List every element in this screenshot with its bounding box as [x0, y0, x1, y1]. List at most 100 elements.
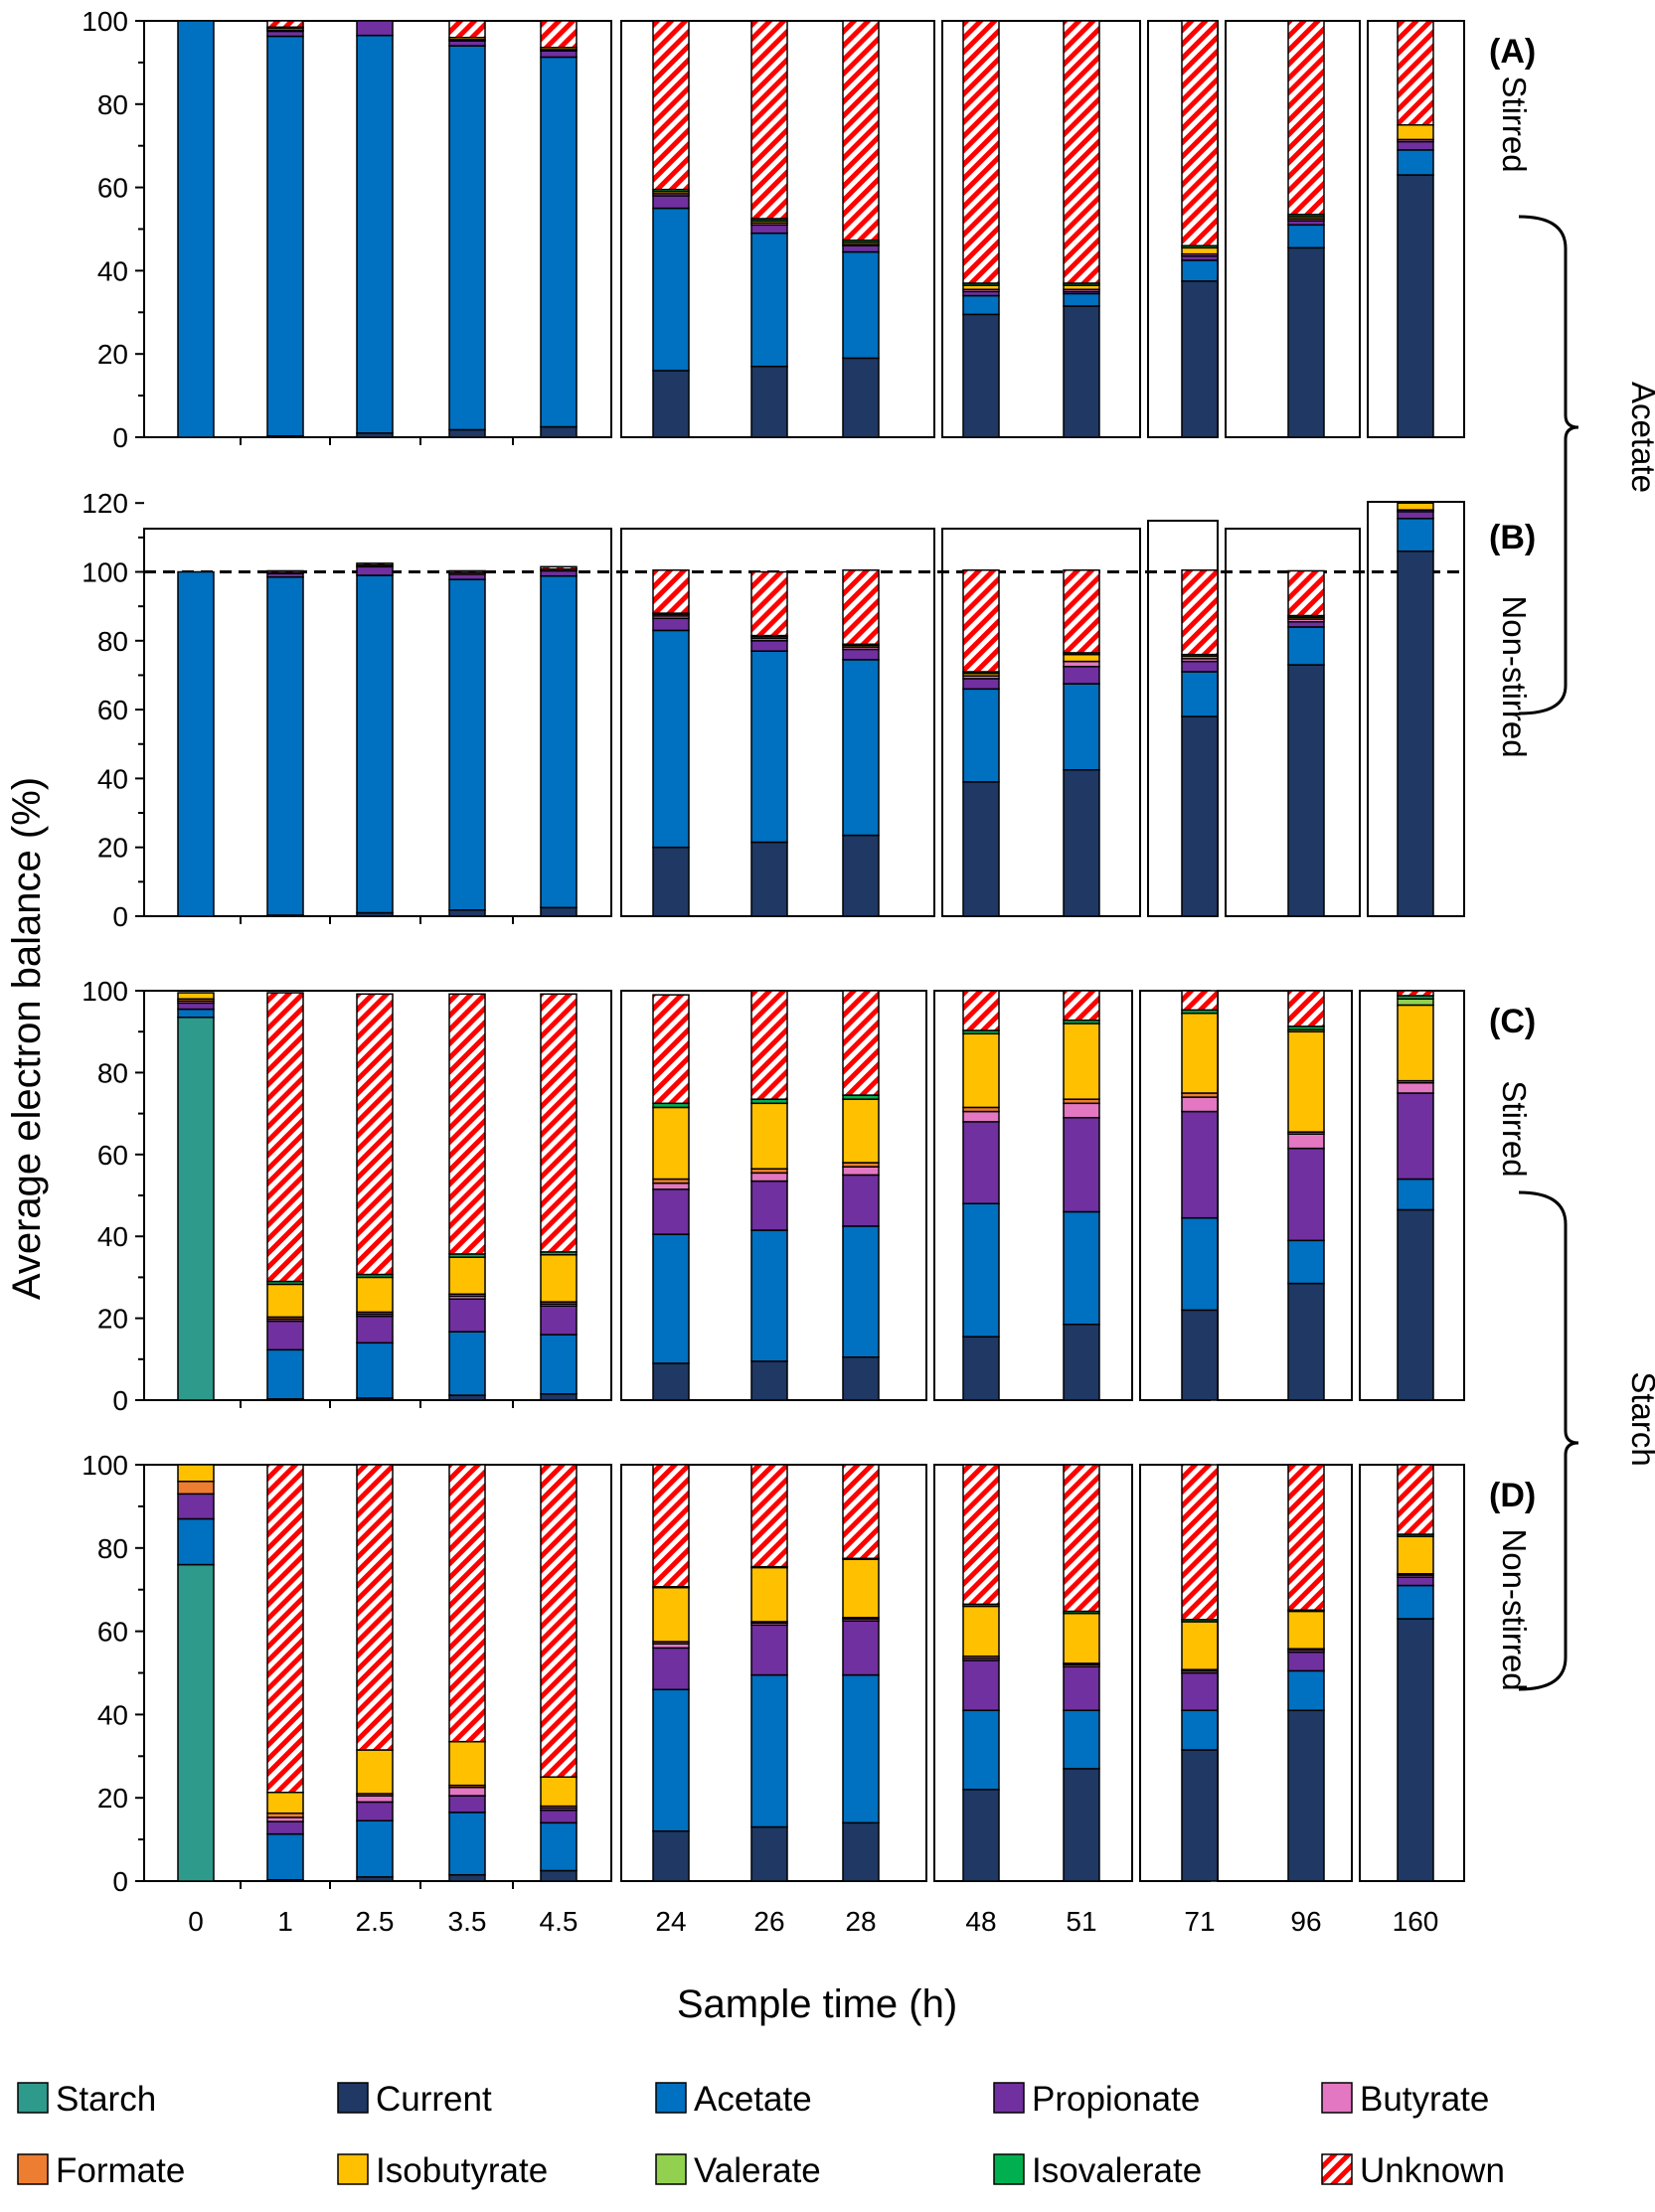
- bar-segment-current: [1287, 664, 1325, 917]
- bar-segment-unknown: [1397, 990, 1434, 997]
- bar-segment-butyrate: [356, 1795, 394, 1804]
- bar-segment-isobutyrate: [448, 1740, 486, 1787]
- bar-segment-isobutyrate: [652, 1586, 690, 1643]
- bar-segment-unknown: [540, 1464, 578, 1778]
- bar-segment-unknown: [652, 1464, 690, 1588]
- bar-segment-current: [540, 1393, 578, 1401]
- bar-segment-current: [842, 834, 880, 917]
- bar-segment-isobutyrate: [962, 1605, 1000, 1658]
- panels: 020406080100(A)Stirred020406080100120(B)…: [82, 6, 1536, 1937]
- bar-segment-propionate: [177, 1493, 215, 1520]
- starch-bracket: [1518, 1190, 1579, 1691]
- bar-segment-propionate: [842, 648, 880, 661]
- bar-segment-butyrate: [962, 1110, 1000, 1123]
- bar-stack-24: [652, 1464, 690, 1882]
- bar-segment-isobutyrate: [177, 1464, 215, 1483]
- bar-segment-current: [1181, 715, 1219, 917]
- legend-swatch: [993, 2082, 1025, 2114]
- bar-stack-26: [750, 990, 788, 1401]
- bar-segment-unknown: [962, 569, 1000, 673]
- x-tick-label: 48: [965, 1906, 996, 1937]
- legend-swatch: [337, 2153, 369, 2185]
- bar-stack-96: [1287, 20, 1325, 438]
- bar-stack-96: [1287, 990, 1325, 1401]
- y-tick-label: 0: [112, 1385, 128, 1416]
- bar-segment-current: [448, 428, 486, 438]
- bar-segment-unknown: [962, 20, 1000, 284]
- bar-segment-isobutyrate: [1063, 1612, 1100, 1664]
- bar-segment-current: [750, 366, 788, 438]
- y-tick-label: 20: [97, 833, 128, 864]
- bar-segment-propionate: [540, 1305, 578, 1336]
- legend-label: Propionate: [1032, 2080, 1200, 2119]
- legend-item-starch: Starch: [17, 2080, 156, 2119]
- y-tick-label: 100: [82, 6, 128, 37]
- bar-segment-unknown: [1063, 569, 1100, 654]
- bar-segment-unknown: [842, 990, 880, 1096]
- bar-stack-24: [652, 20, 690, 438]
- condition-label: Stirred: [1496, 1080, 1533, 1177]
- bar-segment-propionate: [1063, 1116, 1100, 1213]
- bar-segment-acetate: [1181, 671, 1219, 717]
- bar-segment-isobutyrate: [962, 1032, 1000, 1109]
- bar-stack-1: [266, 992, 304, 1401]
- bar-segment-propionate: [356, 565, 394, 576]
- group-label-acetate: Acetate: [1625, 382, 1655, 493]
- group-bracket-acetate: Acetate: [1518, 215, 1655, 715]
- bar-segment-current: [540, 906, 578, 917]
- bar-segment-current: [1063, 1768, 1100, 1882]
- bar-segment-unknown: [448, 569, 486, 573]
- bar-segment-propionate: [750, 1624, 788, 1676]
- legend-label: Formate: [56, 2151, 185, 2190]
- bar-segment-unknown: [1287, 990, 1325, 1027]
- bar-segment-starch: [177, 1017, 215, 1401]
- panel-label: (C): [1489, 1003, 1536, 1040]
- bar-segment-unknown: [1397, 20, 1434, 126]
- bar-segment-propionate: [1287, 1147, 1325, 1242]
- bar-segment-current: [962, 1789, 1000, 1882]
- bar-segment-propionate: [750, 1180, 788, 1231]
- legend-item-valerate: Valerate: [655, 2151, 821, 2190]
- bar-segment-unknown: [1397, 1464, 1434, 1535]
- legend-item-formate: Formate: [17, 2151, 185, 2190]
- legend-item-propionate: Propionate: [993, 2080, 1200, 2119]
- bar-segment-acetate: [1181, 1216, 1219, 1312]
- bar-stack-51: [1063, 20, 1100, 438]
- bar-segment-propionate: [962, 1659, 1000, 1711]
- bar-segment-unknown: [356, 993, 394, 1276]
- y-tick-label: 100: [82, 1450, 128, 1481]
- bar-stack-0: [177, 20, 215, 438]
- bar-segment-acetate: [448, 1812, 486, 1876]
- bar-segment-current: [652, 846, 690, 917]
- bar-segment-current: [540, 425, 578, 438]
- legend-label: Valerate: [694, 2151, 821, 2190]
- bar-segment-propionate: [652, 1647, 690, 1691]
- bar-stack-3-5: [448, 20, 486, 438]
- bar-segment-unknown: [1063, 1464, 1100, 1613]
- bar-segment-acetate: [448, 578, 486, 911]
- bar-segment-propionate: [1063, 666, 1100, 685]
- bar-stack-0: [177, 1464, 215, 1882]
- y-tick-label: 60: [97, 173, 128, 204]
- bar-segment-current: [1063, 305, 1100, 438]
- bar-segment-starch: [177, 1563, 215, 1882]
- bar-segment-unknown: [448, 1464, 486, 1743]
- bar-segment-propionate: [842, 244, 880, 253]
- x-tick-label: 4.5: [540, 1906, 579, 1937]
- bar-segment-current: [1287, 1282, 1325, 1401]
- bar-segment-isobutyrate: [540, 1776, 578, 1808]
- y-tick-label: 100: [82, 976, 128, 1007]
- bar-stack-71: [1181, 1464, 1219, 1882]
- legend-label: Acetate: [694, 2080, 812, 2119]
- y-tick-label: 80: [97, 89, 128, 120]
- bar-segment-propionate: [1181, 1110, 1219, 1219]
- bar-segment-acetate: [750, 650, 788, 844]
- y-tick-label: 120: [82, 488, 128, 519]
- bar-segment-acetate: [448, 1331, 486, 1396]
- bar-segment-unknown: [356, 562, 394, 566]
- bar-segment-isobutyrate: [652, 1106, 690, 1181]
- bar-stack-71: [1181, 990, 1219, 1401]
- bar-stack-24: [652, 994, 690, 1401]
- legend-swatch: [655, 2082, 687, 2114]
- bar-segment-propionate: [1181, 1671, 1219, 1711]
